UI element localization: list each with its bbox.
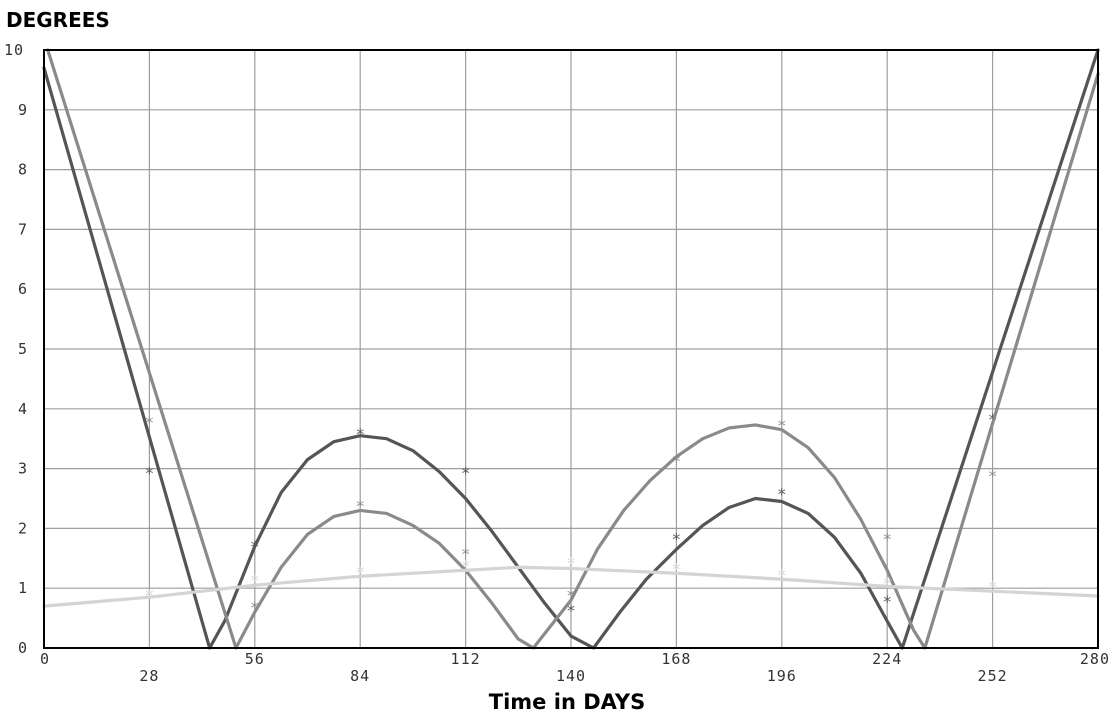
data-point-marker: * (251, 537, 259, 556)
y-tick-label: 7 (18, 220, 28, 238)
x-tick-label: 0 (40, 650, 50, 668)
x-tick-label: 280 (1080, 650, 1110, 668)
series-line-3 (42, 565, 1100, 608)
y-tick-label: 8 (18, 161, 28, 179)
y-tick-label: 5 (18, 340, 28, 358)
data-point-marker: * (145, 586, 153, 605)
data-point-marker: * (778, 485, 786, 504)
data-point-marker: * (989, 577, 997, 596)
data-point-marker: * (145, 413, 153, 432)
data-point-marker: * (462, 556, 470, 575)
x-tick-label: 196 (767, 667, 797, 685)
y-tick-label: 1 (18, 579, 28, 597)
data-point-marker: * (883, 592, 891, 611)
y-tick-label: 9 (18, 101, 28, 119)
series-line-1 (42, 48, 1100, 650)
data-point-marker: * (778, 565, 786, 584)
x-tick-label: 112 (451, 650, 481, 668)
x-axis-label: Time in DAYS (489, 690, 645, 714)
data-point-marker: * (567, 601, 575, 620)
data-point-marker: * (145, 464, 153, 483)
y-tick-label: 3 (18, 460, 28, 478)
data-point-marker: * (883, 574, 891, 593)
x-tick-label: 56 (245, 650, 265, 668)
data-point-marker: * (356, 425, 364, 444)
data-point-marker: * (567, 586, 575, 605)
y-tick-label: 2 (18, 519, 28, 537)
data-point-marker: * (356, 562, 364, 581)
data-point-marker: * (567, 553, 575, 572)
data-point-marker: * (251, 571, 259, 590)
plot-frame (43, 49, 1099, 649)
series-line-2 (46, 48, 1100, 650)
data-point-marker: * (672, 559, 680, 578)
x-tick-label: 224 (872, 650, 902, 668)
data-point-marker: * (462, 464, 470, 483)
x-tick-label: 140 (556, 667, 586, 685)
data-point-marker: * (251, 598, 259, 617)
y-tick-label: 0 (18, 639, 28, 657)
chart-title: DEGREES (6, 8, 110, 32)
data-point-marker: * (672, 529, 680, 548)
x-tick-label: 252 (978, 667, 1008, 685)
x-tick-label: 28 (139, 667, 159, 685)
data-point-marker: * (356, 496, 364, 515)
data-point-marker: * (883, 529, 891, 548)
data-point-marker: * (672, 452, 680, 471)
series-layer: ******************** * * * * * * * (42, 48, 1100, 650)
x-tick-label: 84 (350, 667, 370, 685)
y-tick-label: 6 (18, 280, 28, 298)
y-tick-label: 4 (18, 400, 28, 418)
y-tick-label: 10 (4, 41, 24, 59)
data-point-marker: * (778, 416, 786, 435)
x-tick-label: 168 (661, 650, 691, 668)
data-point-marker: * (989, 467, 997, 486)
data-point-marker: * (462, 544, 470, 563)
